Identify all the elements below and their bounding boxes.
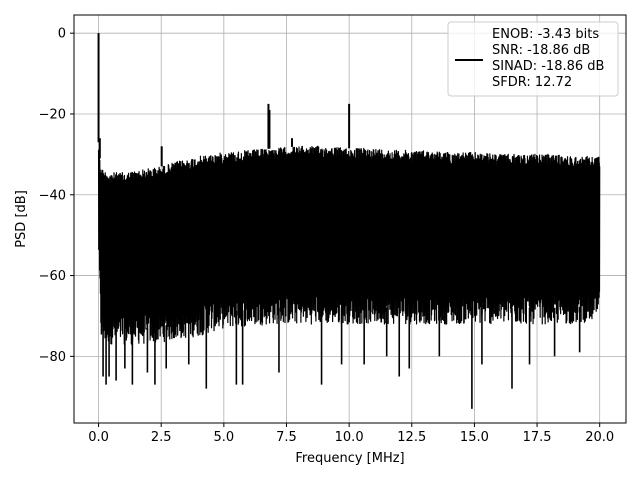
x-tick-label: 2.5 bbox=[151, 430, 172, 445]
y-tick-label: −60 bbox=[39, 269, 66, 284]
x-tick-label: 15.0 bbox=[460, 430, 489, 445]
legend-text: SNR: -18.86 dB bbox=[492, 43, 590, 58]
x-tick-label: 7.5 bbox=[276, 430, 297, 445]
y-tick-label: −40 bbox=[39, 188, 66, 203]
x-tick-label: 17.5 bbox=[523, 430, 552, 445]
legend-text: SFDR: 12.72 bbox=[492, 75, 572, 90]
psd-core-band bbox=[98, 154, 600, 312]
x-tick-label: 10.0 bbox=[335, 430, 364, 445]
data-layer bbox=[97, 33, 601, 409]
x-tick-label: 12.5 bbox=[397, 430, 426, 445]
legend-box bbox=[447, 21, 619, 97]
axes-frame bbox=[73, 14, 627, 424]
y-tick-label: −20 bbox=[39, 107, 66, 122]
psd-trace bbox=[97, 145, 601, 345]
x-tick-label: 0.0 bbox=[88, 430, 109, 445]
y-tick-label: −80 bbox=[39, 350, 66, 365]
x-tick-label: 5.0 bbox=[213, 430, 234, 445]
y-axis-label: PSD [dB] bbox=[14, 190, 29, 248]
legend-text: ENOB: -3.43 bits bbox=[492, 27, 599, 42]
axes-border bbox=[73, 14, 627, 424]
y-tick-label: 0 bbox=[58, 27, 66, 42]
legend-text: SINAD: -18.86 dB bbox=[492, 59, 604, 74]
ticks: 0.0 2.5 5.0 7.5 10.0 12.5 15.0 17.5 20.0 0 −20 −40 −… bbox=[39, 27, 615, 445]
x-tick-label: 20.0 bbox=[585, 430, 614, 445]
psd-series bbox=[97, 33, 601, 409]
x-axis-label: Frequency [MHz] bbox=[295, 451, 404, 466]
